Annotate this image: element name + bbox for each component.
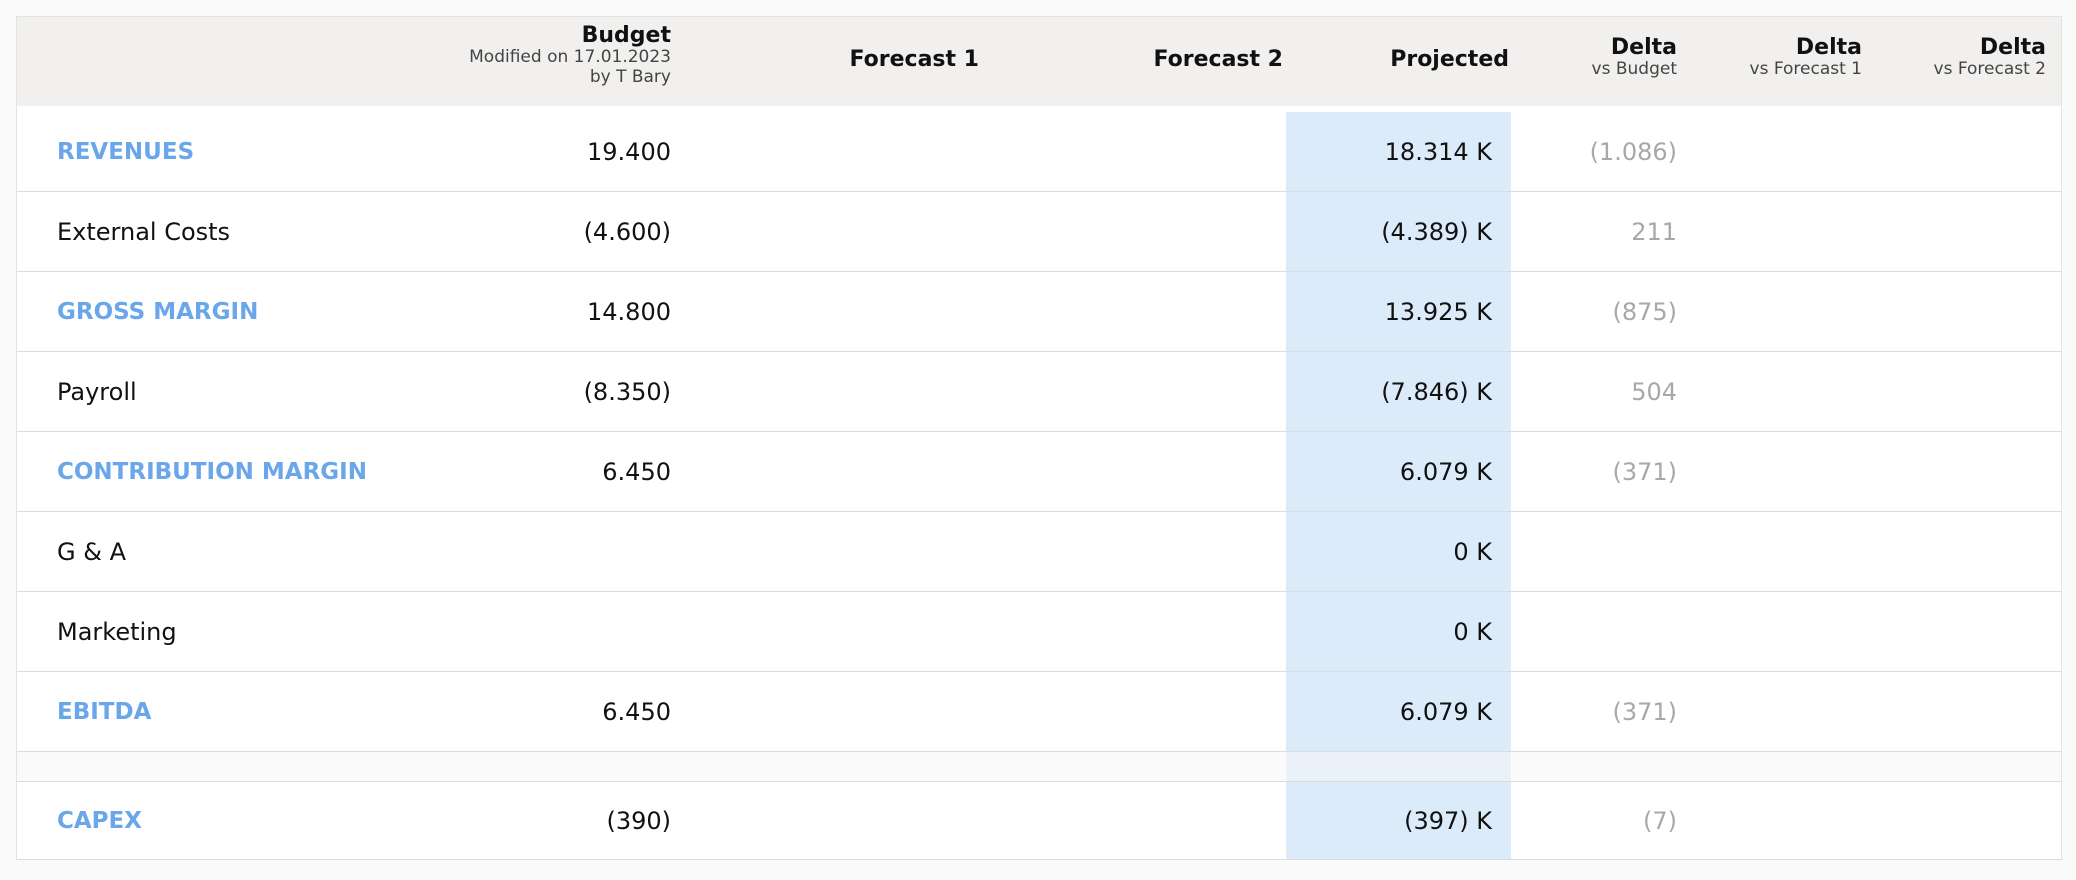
header-budget-modified: Modified on 17.01.2023 bbox=[469, 47, 671, 68]
row-label[interactable]: EBITDA bbox=[57, 698, 152, 725]
row-budget-value[interactable]: 14.800 bbox=[587, 297, 671, 326]
header-budget-title: Budget bbox=[581, 23, 671, 48]
spacer-row bbox=[17, 752, 2061, 782]
row-budget-value[interactable]: (8.350) bbox=[583, 377, 671, 406]
table-row[interactable]: Payroll (8.350) (7.846) K 504 bbox=[17, 352, 2061, 432]
row-delta-budget-value: (1.086) bbox=[1589, 137, 1677, 166]
header-delta-f2-sub: vs Forecast 2 bbox=[1933, 59, 2046, 80]
row-projected-value[interactable]: 0 K bbox=[1453, 537, 1492, 566]
row-label[interactable]: CONTRIBUTION MARGIN bbox=[57, 458, 367, 485]
header-delta-budget-title: Delta bbox=[1610, 35, 1677, 60]
table-row[interactable]: External Costs (4.600) (4.389) K 211 bbox=[17, 192, 2061, 272]
pnl-table: Budget Modified on 17.01.2023 by T Bary … bbox=[16, 16, 2062, 860]
table-row[interactable]: Marketing 0 K bbox=[17, 592, 2061, 672]
row-delta-budget-value: (875) bbox=[1612, 297, 1677, 326]
row-projected-value[interactable]: 18.314 K bbox=[1384, 137, 1492, 166]
header-delta-budget-sub: vs Budget bbox=[1591, 59, 1677, 80]
row-label: G & A bbox=[57, 537, 126, 566]
table-row[interactable]: CAPEX (390) (397) K (7) bbox=[17, 782, 2061, 860]
table-row[interactable]: CONTRIBUTION MARGIN 6.450 6.079 K (371) bbox=[17, 432, 2061, 512]
row-budget-value[interactable]: 19.400 bbox=[587, 137, 671, 166]
row-budget-value[interactable]: 6.450 bbox=[602, 457, 671, 486]
row-label: Marketing bbox=[57, 617, 177, 646]
table-row[interactable]: G & A 0 K bbox=[17, 512, 2061, 592]
header-forecast-2[interactable]: Forecast 2 bbox=[1154, 47, 1284, 72]
row-projected-value[interactable]: (397) K bbox=[1404, 806, 1492, 835]
row-projected-value[interactable]: 6.079 K bbox=[1399, 457, 1492, 486]
row-projected-value[interactable]: 6.079 K bbox=[1399, 697, 1492, 726]
header-budget-author: by T Bary bbox=[589, 66, 671, 87]
header-delta-budget[interactable]: Delta vs Budget bbox=[1592, 35, 1677, 80]
row-projected-value[interactable]: (7.846) K bbox=[1381, 377, 1492, 406]
table-row[interactable]: EBITDA 6.450 6.079 K (371) bbox=[17, 672, 2061, 752]
header-projected[interactable]: Projected bbox=[1390, 47, 1509, 72]
row-projected-value[interactable]: 13.925 K bbox=[1384, 297, 1492, 326]
row-delta-budget-value: (7) bbox=[1643, 806, 1677, 835]
header-forecast-1-title: Forecast 1 bbox=[849, 47, 980, 72]
header-delta-forecast-1[interactable]: Delta vs Forecast 1 bbox=[1750, 35, 1862, 80]
row-delta-budget-value: (371) bbox=[1612, 697, 1677, 726]
header-delta-f1-sub: vs Forecast 1 bbox=[1749, 59, 1862, 80]
row-delta-budget-value: (371) bbox=[1612, 457, 1677, 486]
row-projected-value[interactable]: (4.389) K bbox=[1381, 217, 1492, 246]
row-delta-budget-value: 211 bbox=[1631, 217, 1677, 246]
row-label[interactable]: CAPEX bbox=[57, 807, 142, 834]
table-row[interactable]: REVENUES 19.400 18.314 K (1.086) bbox=[17, 112, 2061, 192]
header-forecast-2-title: Forecast 2 bbox=[1153, 47, 1284, 72]
row-delta-budget-value: 504 bbox=[1631, 377, 1677, 406]
header-budget[interactable]: Budget Modified on 17.01.2023 by T Bary bbox=[469, 23, 671, 87]
header-projected-title: Projected bbox=[1390, 47, 1509, 72]
header-delta-f1-title: Delta bbox=[1795, 35, 1862, 60]
row-budget-value[interactable]: (390) bbox=[606, 806, 671, 835]
row-budget-value[interactable]: 6.450 bbox=[602, 697, 671, 726]
row-label: External Costs bbox=[57, 217, 231, 246]
row-label[interactable]: GROSS MARGIN bbox=[57, 298, 259, 325]
table-header: Budget Modified on 17.01.2023 by T Bary … bbox=[17, 17, 2061, 106]
header-delta-forecast-2[interactable]: Delta vs Forecast 2 bbox=[1934, 35, 2046, 80]
row-label[interactable]: REVENUES bbox=[57, 138, 195, 165]
row-projected-value[interactable]: 0 K bbox=[1453, 617, 1492, 646]
row-budget-value[interactable]: (4.600) bbox=[583, 217, 671, 246]
table-row[interactable]: GROSS MARGIN 14.800 13.925 K (875) bbox=[17, 272, 2061, 352]
projected-column-highlight bbox=[1286, 112, 1511, 860]
header-delta-f2-title: Delta bbox=[1979, 35, 2046, 60]
header-forecast-1[interactable]: Forecast 1 bbox=[850, 47, 980, 72]
row-label: Payroll bbox=[57, 377, 137, 406]
